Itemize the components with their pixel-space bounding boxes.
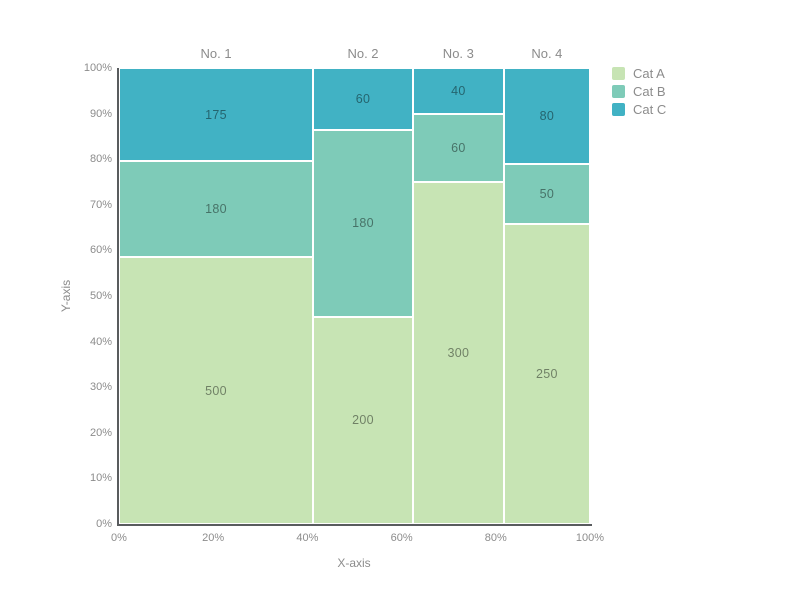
x-tick-label: 80% (484, 532, 507, 544)
segment-value-label: 200 (352, 413, 374, 428)
legend-item-cat-b[interactable]: Cat B (612, 84, 666, 99)
x-tick-label: 0% (111, 532, 127, 544)
y-tick-label: 50% (89, 290, 112, 302)
segment-cat-b-col1[interactable]: 180 (119, 161, 314, 258)
legend: Cat A Cat B Cat C (612, 66, 667, 121)
segment-cat-c-col4[interactable]: 80 (503, 68, 590, 164)
y-tick-label: 40% (89, 335, 112, 348)
y-tick-label: 70% (89, 198, 112, 211)
y-axis-line (117, 68, 119, 526)
segment-value-label: 500 (205, 383, 227, 398)
x-axis-title: X-axis (337, 556, 371, 570)
segment-cat-b-col3[interactable]: 60 (412, 113, 504, 182)
segment-value-label: 60 (451, 140, 466, 155)
x-tick-label: 20% (202, 532, 225, 544)
legend-swatch-icon (612, 67, 625, 80)
y-tick-label: 90% (89, 107, 112, 120)
column-title: No. 1 (200, 46, 232, 61)
column-title: No. 3 (442, 46, 474, 61)
x-tick-label: 100% (575, 532, 605, 544)
y-tick-label: 0% (96, 518, 112, 530)
segment-value-label: 250 (535, 367, 558, 381)
legend-item-cat-c[interactable]: Cat C (612, 102, 667, 117)
column-title: No. 2 (347, 46, 379, 61)
segment-cat-a-col4[interactable]: 250 (503, 224, 590, 524)
legend-swatch-icon (612, 85, 625, 98)
y-tick-label: 100% (83, 62, 112, 74)
y-tick-label: 80% (89, 153, 112, 166)
segment-value-label: 50 (539, 187, 555, 201)
legend-item-cat-a[interactable]: Cat A (612, 66, 666, 81)
plot-area: 500 180 175 200 180 60 300 60 40 250 50 80 (119, 68, 590, 524)
y-tick-label: 30% (89, 381, 112, 394)
y-tick-label: 10% (89, 472, 112, 485)
x-axis-line (117, 524, 592, 526)
x-tick-label: 40% (296, 532, 319, 544)
y-tick-label: 60% (89, 244, 112, 257)
segment-cat-c-col3[interactable]: 40 (412, 68, 504, 114)
legend-swatch-icon (612, 103, 625, 116)
y-axis-title: Y-axis (59, 279, 73, 313)
segment-cat-b-col4[interactable]: 50 (503, 164, 590, 224)
segment-cat-a-col3[interactable]: 300 (412, 182, 504, 524)
segment-value-label: 180 (205, 202, 227, 217)
segment-cat-c-col1[interactable]: 175 (119, 68, 314, 162)
x-tick-label: 60% (390, 532, 413, 544)
legend-label: Cat B (633, 84, 666, 99)
segment-value-label: 40 (451, 83, 466, 98)
segment-value-label: 300 (447, 346, 470, 360)
segment-cat-a-col2[interactable]: 200 (313, 316, 413, 524)
legend-label: Cat A (633, 66, 665, 81)
segment-value-label: 80 (539, 109, 555, 123)
segment-value-label: 60 (355, 92, 371, 107)
segment-cat-c-col2[interactable]: 60 (313, 68, 413, 131)
segment-cat-a-col1[interactable]: 500 (119, 257, 314, 524)
y-tick-label: 20% (89, 426, 112, 439)
legend-label: Cat C (633, 102, 667, 117)
column-title: No. 4 (531, 46, 563, 61)
segment-value-label: 180 (352, 216, 374, 231)
segment-value-label: 175 (205, 107, 227, 122)
segment-cat-b-col2[interactable]: 180 (313, 130, 413, 317)
